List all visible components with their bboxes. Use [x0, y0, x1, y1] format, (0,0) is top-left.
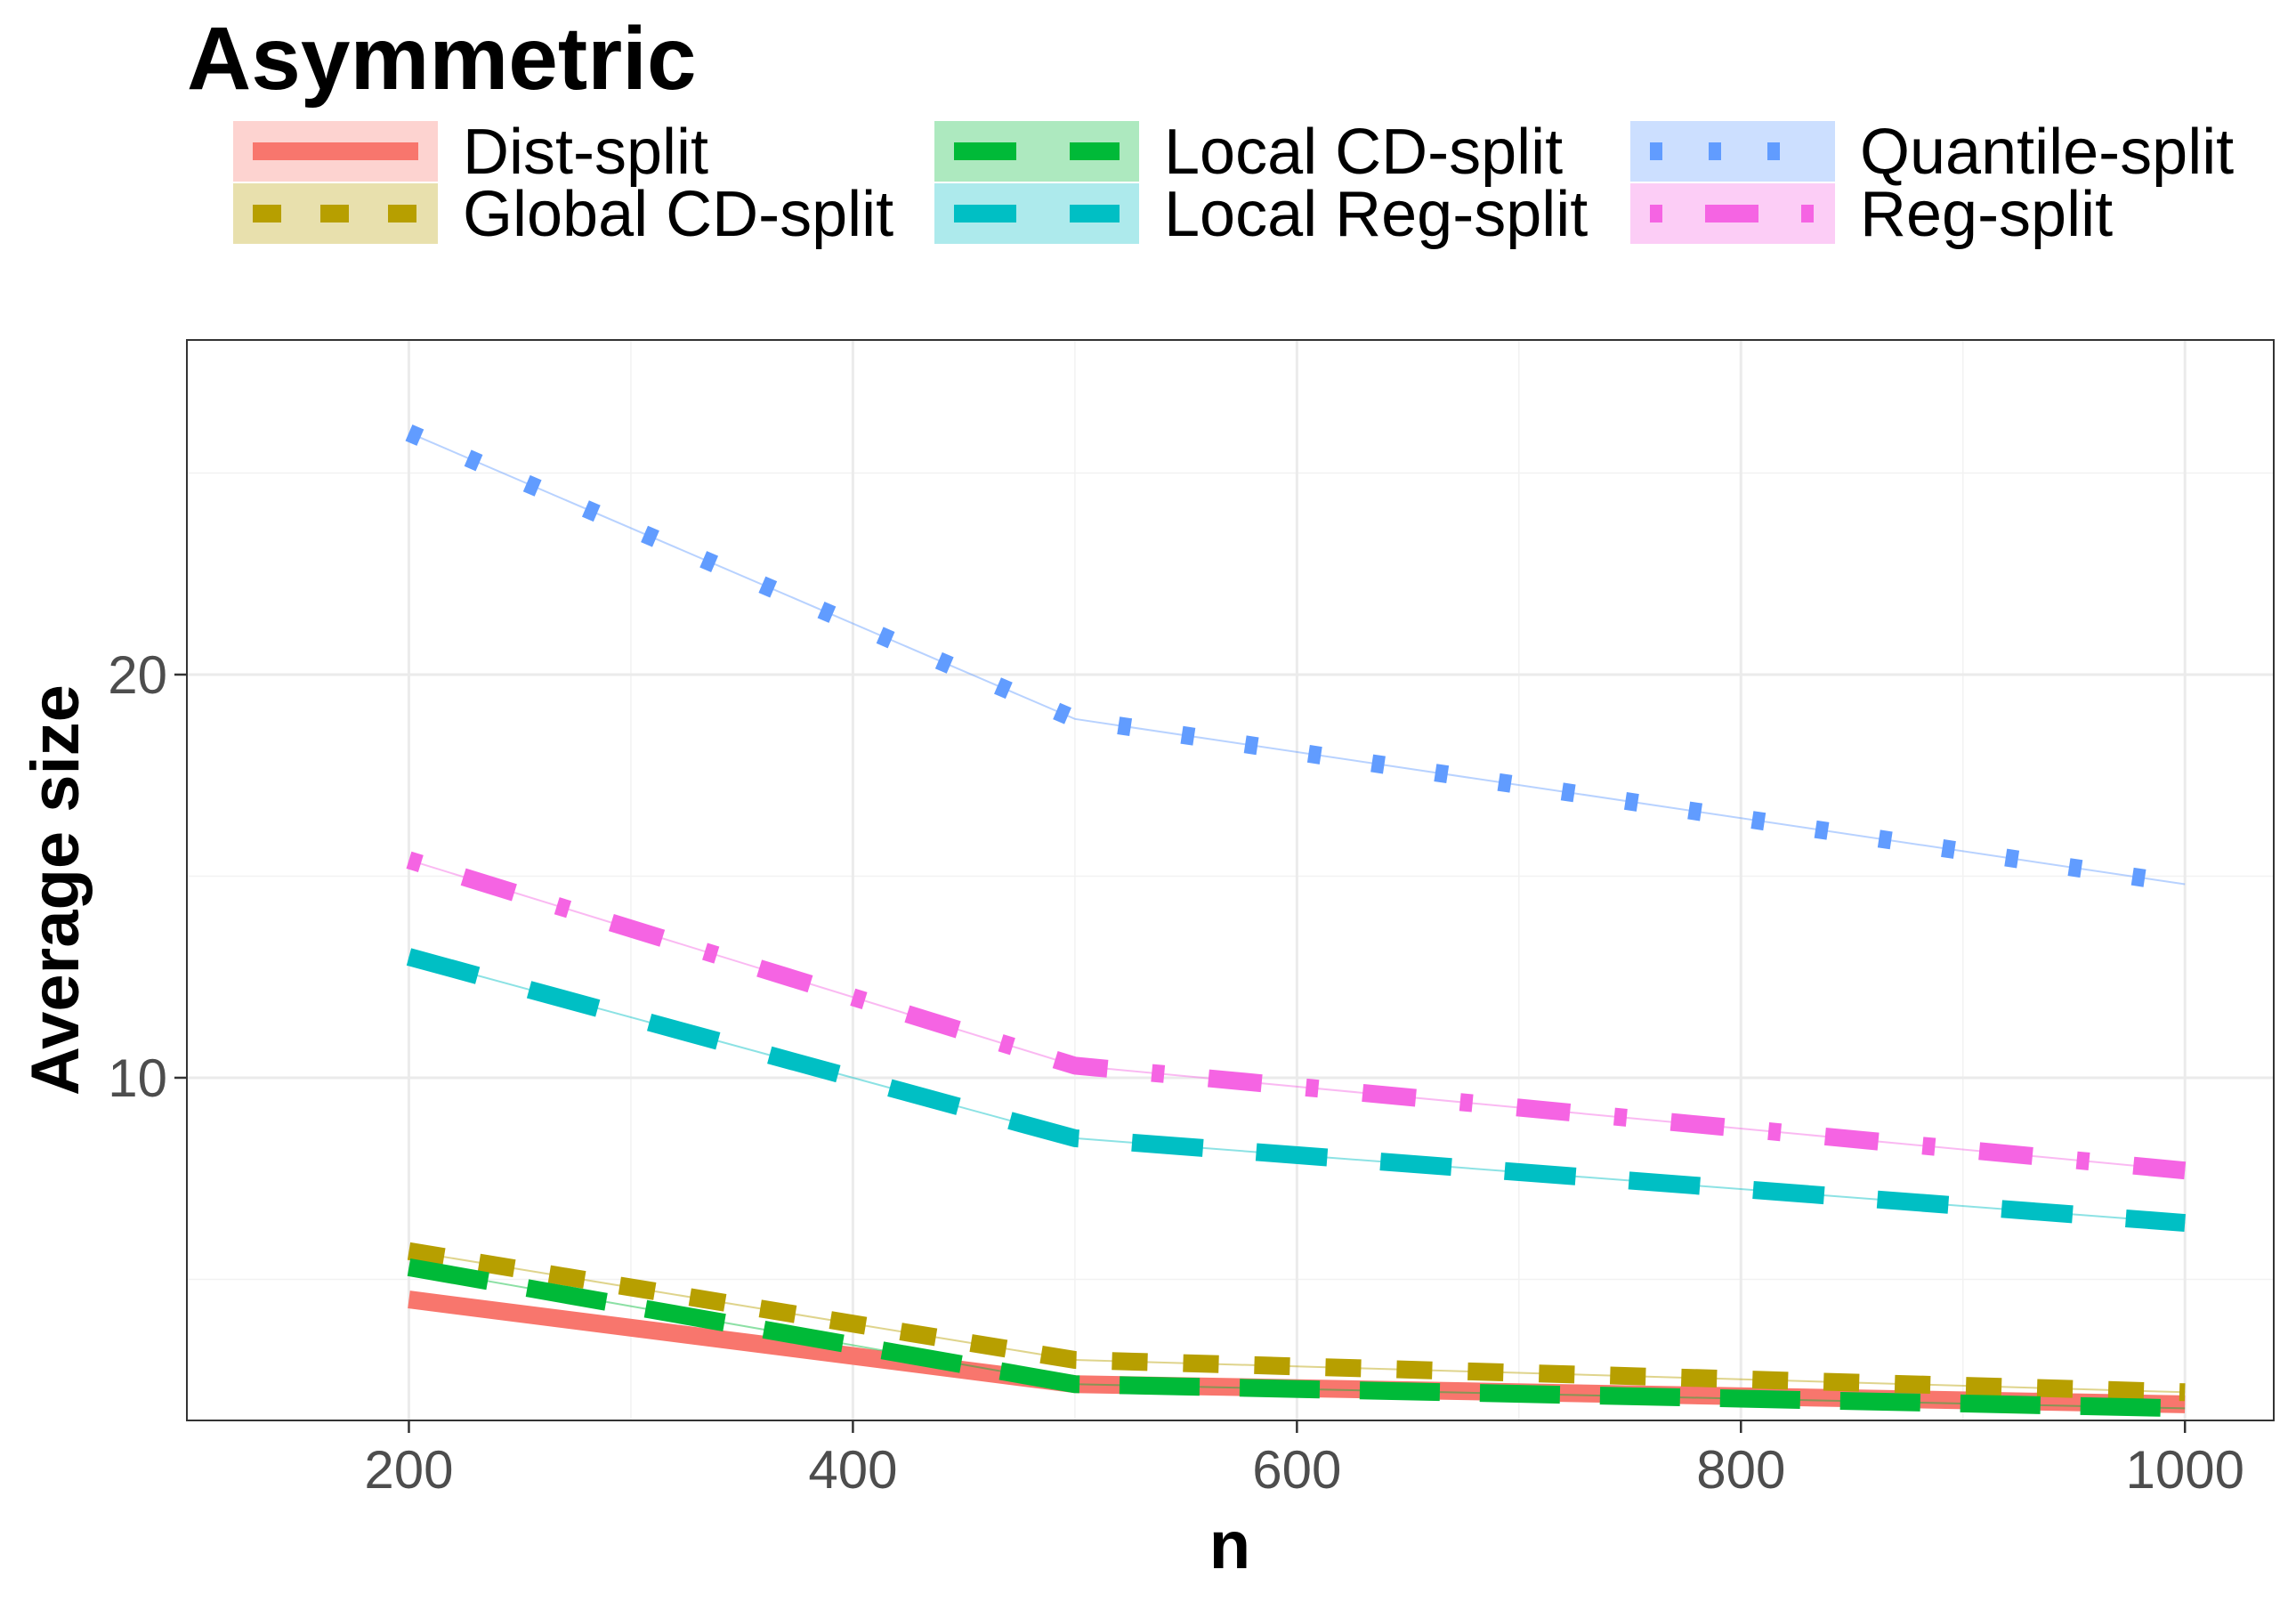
- legend-label: Dist-split: [463, 117, 708, 188]
- x-tick-label: 600: [1252, 1440, 1341, 1500]
- plot-border: [186, 339, 2275, 1421]
- legend-label: Quantile-split: [1860, 117, 2234, 188]
- series-line-2: [407, 1242, 2186, 1402]
- series-lines: [405, 424, 2187, 1418]
- legend-key-background: [1630, 121, 1835, 182]
- plot-background: [187, 340, 2274, 1420]
- legend-label: Local Reg-split: [1164, 179, 1588, 250]
- legend-label: Global CD-split: [463, 179, 893, 250]
- y-tick-label: 10: [108, 1048, 167, 1108]
- legend-item-3: Local CD-split: [934, 117, 1563, 188]
- y-axis-title: Average size: [18, 684, 93, 1096]
- legend-item-2: Global CD-split: [233, 179, 893, 250]
- y-tick-label: 20: [108, 645, 167, 705]
- legend-item-1: Dist-split: [233, 117, 708, 188]
- x-tick-label: 200: [364, 1440, 453, 1500]
- x-axis-title: n: [1209, 1508, 1250, 1583]
- legend-item-4: Local Reg-split: [934, 179, 1588, 250]
- legend-label: Local CD-split: [1164, 117, 1563, 188]
- plot-panel: [186, 339, 2275, 1421]
- chart-title: Asymmetric: [187, 9, 697, 109]
- axes: 200 400 600 800 1000 10 20: [108, 645, 2244, 1500]
- x-tick-label: 400: [808, 1440, 897, 1500]
- legend-item-5: Quantile-split: [1630, 117, 2234, 188]
- series-line-3: [407, 1258, 2186, 1418]
- x-tick-label: 800: [1696, 1440, 1785, 1500]
- series-line-4: [406, 948, 2186, 1233]
- legend-label: Reg-split: [1860, 179, 2113, 250]
- x-tick-label: 1000: [2125, 1440, 2243, 1500]
- series-thin-line-5: [408, 432, 2186, 886]
- series-line-6: [406, 851, 2187, 1180]
- legend-item-6: Reg-split: [1630, 179, 2113, 250]
